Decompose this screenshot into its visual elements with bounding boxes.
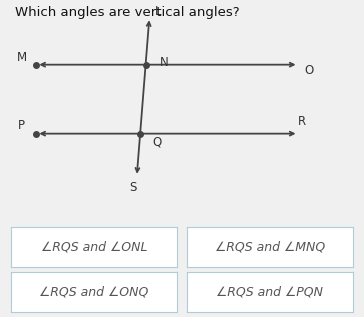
Text: O: O [305, 63, 314, 77]
Text: Q: Q [152, 136, 161, 149]
Text: N: N [159, 56, 168, 69]
Text: M: M [17, 51, 27, 64]
Text: R: R [298, 115, 306, 128]
Text: L: L [155, 5, 162, 18]
Text: ∠RQS and ∠ONQ: ∠RQS and ∠ONQ [40, 286, 149, 299]
Text: ∠RQS and ∠ONL: ∠RQS and ∠ONL [41, 240, 147, 253]
Text: S: S [130, 181, 137, 194]
Text: ∠RQS and ∠PQN: ∠RQS and ∠PQN [216, 286, 323, 299]
Text: P: P [18, 119, 25, 132]
Text: Which angles are vertical angles?: Which angles are vertical angles? [15, 6, 239, 19]
Text: ∠RQS and ∠MNQ: ∠RQS and ∠MNQ [215, 240, 325, 253]
